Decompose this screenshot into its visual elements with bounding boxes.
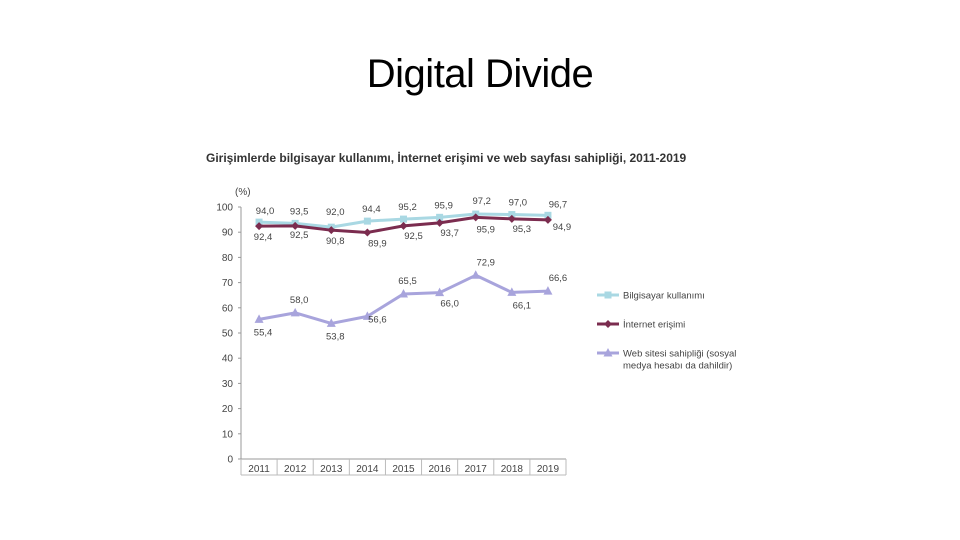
data-label-1: 90,8	[326, 236, 345, 247]
data-label-2: 56,6	[368, 314, 387, 325]
y-tick-label: 100	[216, 203, 233, 214]
y-tick-label: 10	[222, 429, 234, 440]
data-label-2: 58,0	[290, 295, 309, 306]
data-label-2: 65,5	[398, 276, 417, 287]
x-tick-label: 2015	[392, 464, 415, 475]
data-label-2: 66,1	[513, 300, 532, 311]
data-point-1	[363, 228, 371, 236]
data-label-1: 95,3	[513, 224, 532, 235]
data-label-1: 92,5	[290, 230, 309, 241]
x-tick-label: 2016	[428, 464, 451, 475]
data-label-0: 97,0	[509, 198, 528, 209]
legend-label-1: İnternet erişimi	[623, 320, 685, 331]
data-label-1: 94,9	[553, 222, 572, 233]
data-point-0	[400, 216, 407, 223]
data-label-0: 93,5	[290, 206, 309, 217]
legend-marker-0	[605, 292, 612, 299]
data-label-1: 93,7	[440, 228, 459, 239]
data-label-0: 94,4	[362, 204, 381, 215]
y-tick-label: 60	[222, 303, 234, 314]
y-tick-label: 30	[222, 379, 234, 390]
legend-label-2: medya hesabı da dahildir)	[623, 361, 732, 372]
data-label-0: 97,2	[472, 196, 491, 207]
y-tick-label: 80	[222, 253, 234, 264]
y-tick-label: 20	[222, 404, 234, 415]
data-label-2: 66,6	[549, 273, 568, 284]
data-label-1: 95,9	[476, 224, 495, 235]
x-tick-label: 2014	[356, 464, 379, 475]
y-tick-label: 70	[222, 278, 234, 289]
y-tick-label: 50	[222, 329, 234, 340]
data-label-0: 95,2	[398, 202, 417, 213]
x-tick-label: 2013	[320, 464, 343, 475]
x-tick-label: 2012	[284, 464, 307, 475]
data-label-2: 55,4	[254, 327, 273, 338]
data-label-1: 92,5	[404, 231, 423, 242]
y-axis-unit-label: (%)	[235, 187, 251, 198]
legend-marker-1	[604, 320, 612, 328]
x-tick-label: 2017	[465, 464, 488, 475]
data-label-1: 92,4	[254, 232, 273, 243]
data-point-0	[364, 218, 371, 225]
x-tick-label: 2019	[537, 464, 560, 475]
data-label-2: 53,8	[326, 331, 345, 342]
data-label-0: 95,9	[434, 200, 453, 211]
data-point-1	[400, 222, 408, 230]
y-tick-label: 40	[222, 354, 234, 365]
data-label-0: 92,0	[326, 207, 345, 218]
data-label-0: 94,0	[256, 206, 275, 217]
data-label-1: 89,9	[368, 238, 387, 249]
y-tick-label: 90	[222, 228, 234, 239]
data-label-2: 72,9	[476, 257, 495, 268]
x-tick-label: 2018	[501, 464, 524, 475]
legend-label-2: Web sitesi sahipliği (sosyal	[623, 349, 736, 360]
data-label-0: 96,7	[549, 199, 568, 210]
data-label-2: 66,0	[440, 299, 459, 310]
y-tick-label: 0	[227, 455, 233, 466]
data-point-2	[471, 270, 480, 279]
x-tick-label: 2011	[248, 464, 270, 475]
legend-label-0: Bilgisayar kullanımı	[623, 291, 705, 302]
